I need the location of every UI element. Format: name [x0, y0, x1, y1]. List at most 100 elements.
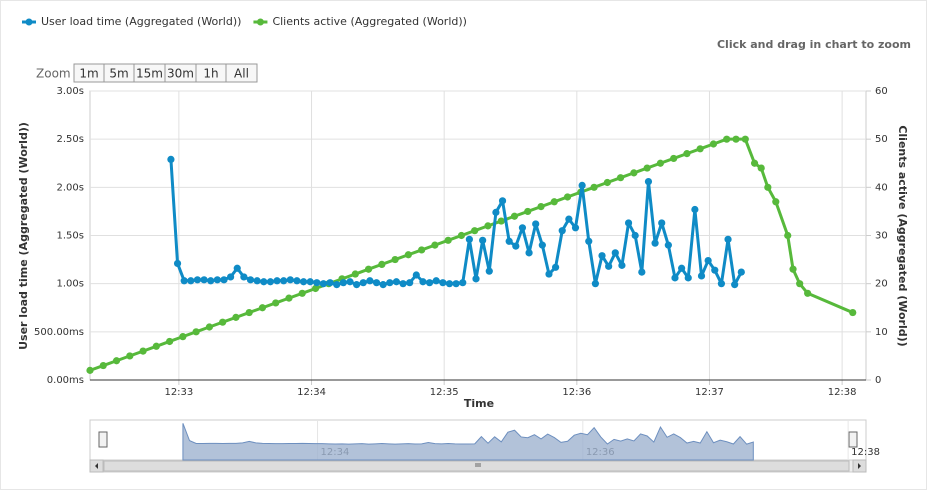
point[interactable]: [510, 212, 519, 220]
zoom-button[interactable]: [225, 63, 258, 83]
point[interactable]: [232, 313, 240, 321]
point[interactable]: [571, 224, 580, 232]
point[interactable]: [524, 207, 532, 216]
point[interactable]: [167, 155, 175, 163]
point[interactable]: [590, 183, 598, 191]
point[interactable]: [180, 277, 188, 285]
point[interactable]: [431, 241, 439, 249]
handle-right[interactable]: [848, 431, 858, 448]
point[interactable]: [717, 280, 726, 288]
point[interactable]: [444, 236, 452, 244]
point[interactable]: [696, 145, 704, 153]
point[interactable]: [339, 279, 347, 287]
point[interactable]: [220, 276, 228, 284]
point[interactable]: [691, 205, 699, 214]
point[interactable]: [286, 276, 294, 284]
point[interactable]: [379, 281, 387, 289]
point[interactable]: [258, 304, 267, 312]
point[interactable]: [359, 279, 367, 287]
point[interactable]: [532, 220, 540, 228]
point[interactable]: [479, 236, 487, 244]
point[interactable]: [750, 159, 759, 167]
point[interactable]: [485, 267, 493, 275]
point[interactable]: [391, 255, 399, 264]
point[interactable]: [711, 266, 719, 274]
point[interactable]: [99, 361, 107, 370]
point[interactable]: [578, 181, 586, 190]
point[interactable]: [732, 135, 740, 143]
point[interactable]: [624, 219, 633, 227]
point[interactable]: [656, 159, 664, 167]
point[interactable]: [618, 261, 626, 269]
point[interactable]: [299, 278, 308, 286]
point[interactable]: [272, 299, 280, 307]
point[interactable]: [193, 276, 202, 284]
point[interactable]: [139, 347, 147, 355]
point[interactable]: [585, 237, 593, 245]
point[interactable]: [611, 249, 619, 257]
point[interactable]: [306, 278, 314, 286]
point[interactable]: [233, 264, 241, 272]
point[interactable]: [804, 289, 812, 297]
point[interactable]: [723, 135, 731, 143]
point[interactable]: [326, 279, 334, 287]
point[interactable]: [452, 280, 460, 288]
point[interactable]: [219, 318, 227, 326]
point[interactable]: [724, 235, 732, 243]
point[interactable]: [439, 279, 447, 287]
point[interactable]: [784, 231, 792, 240]
point[interactable]: [313, 279, 321, 287]
point[interactable]: [643, 164, 651, 172]
legend-label[interactable]: Clients active (Aggregated (World)): [272, 15, 467, 28]
point[interactable]: [179, 333, 187, 341]
point[interactable]: [741, 135, 749, 143]
point[interactable]: [789, 265, 797, 273]
point[interactable]: [472, 275, 480, 283]
point[interactable]: [709, 140, 718, 148]
point[interactable]: [173, 259, 182, 268]
point[interactable]: [372, 279, 381, 287]
point[interactable]: [187, 277, 195, 285]
point[interactable]: [200, 276, 208, 284]
point[interactable]: [518, 224, 527, 232]
point[interactable]: [459, 279, 467, 287]
point[interactable]: [192, 328, 200, 336]
point[interactable]: [605, 262, 613, 270]
point[interactable]: [378, 260, 386, 268]
point[interactable]: [697, 272, 706, 280]
point[interactable]: [538, 241, 546, 249]
point[interactable]: [484, 222, 492, 230]
point[interactable]: [126, 352, 134, 360]
point[interactable]: [591, 280, 599, 288]
point[interactable]: [471, 227, 479, 235]
point[interactable]: [412, 271, 420, 279]
point[interactable]: [293, 277, 301, 285]
point[interactable]: [670, 154, 678, 163]
point[interactable]: [266, 278, 275, 286]
point[interactable]: [260, 278, 268, 286]
point[interactable]: [285, 294, 293, 302]
point[interactable]: [152, 342, 160, 350]
point[interactable]: [525, 249, 533, 257]
point[interactable]: [512, 242, 520, 250]
point[interactable]: [213, 276, 221, 284]
point[interactable]: [644, 177, 653, 186]
point[interactable]: [240, 273, 248, 281]
point[interactable]: [165, 337, 174, 346]
point[interactable]: [497, 217, 505, 225]
point[interactable]: [112, 357, 121, 365]
point[interactable]: [651, 239, 659, 247]
point[interactable]: [465, 235, 473, 243]
point[interactable]: [545, 270, 553, 278]
point[interactable]: [86, 366, 94, 374]
point[interactable]: [616, 174, 625, 182]
point[interactable]: [353, 281, 361, 289]
point[interactable]: [253, 277, 261, 285]
point[interactable]: [298, 289, 306, 297]
point[interactable]: [319, 280, 328, 288]
point[interactable]: [207, 277, 215, 285]
point[interactable]: [419, 278, 427, 286]
point[interactable]: [757, 164, 765, 172]
point[interactable]: [280, 277, 288, 285]
point[interactable]: [731, 281, 739, 289]
